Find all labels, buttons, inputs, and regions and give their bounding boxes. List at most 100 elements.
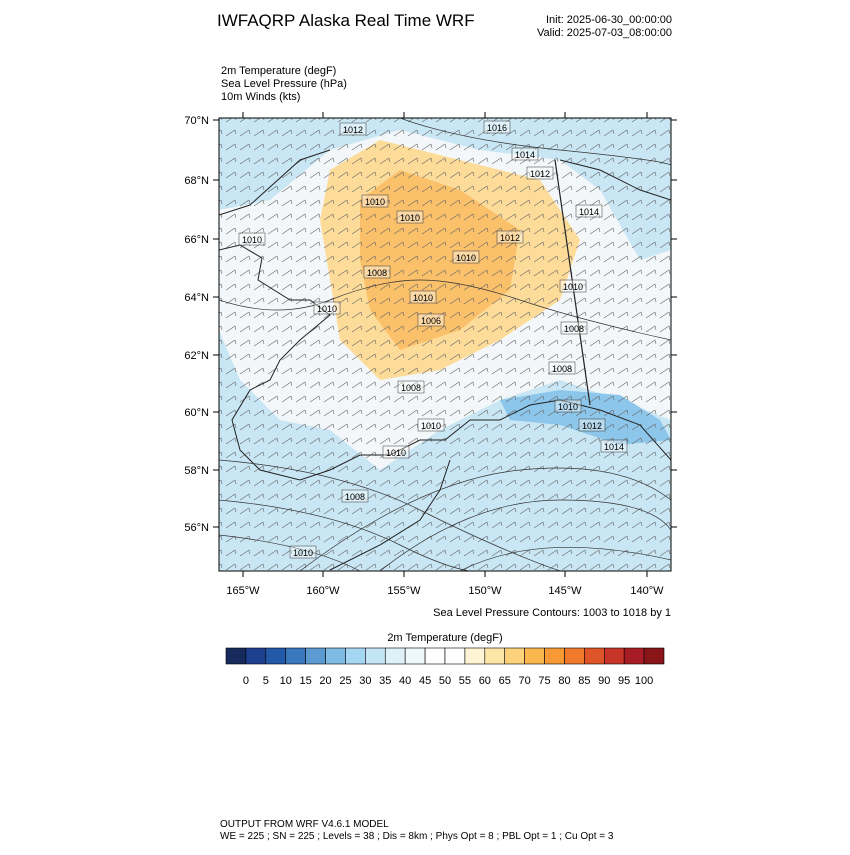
- map: [219, 118, 671, 571]
- colorbar-label: 45: [419, 675, 431, 687]
- contour-label: 1012: [343, 125, 363, 135]
- contour-label-box: [559, 279, 587, 293]
- colorbar-swatch: [623, 647, 645, 665]
- colorbar-label: 25: [339, 675, 351, 687]
- colorbar-label: 80: [558, 675, 570, 687]
- field-label: 10m Winds (kts): [221, 91, 300, 103]
- contour-label: 1010: [421, 421, 441, 431]
- contour-label: 1010: [413, 293, 433, 303]
- lat-label: 56°N: [184, 522, 209, 534]
- colorbar-swatch: [325, 647, 346, 665]
- contour-label-box: [238, 232, 266, 246]
- colorbar-label: 95: [618, 675, 630, 687]
- contour-label-box: [363, 265, 391, 279]
- coastlines: [219, 149, 671, 571]
- colorbar-swatch: [305, 647, 326, 665]
- contour-label: 1014: [604, 442, 624, 452]
- colorbar-label: 90: [598, 675, 610, 687]
- lat-label: 68°N: [184, 175, 209, 187]
- map-frame: [218, 117, 672, 572]
- contour-label: 1014: [515, 150, 535, 160]
- contour-label-box: [511, 147, 539, 161]
- lat-label: 62°N: [184, 350, 209, 362]
- colorbar-label: 5: [263, 675, 269, 687]
- lon-label: 150°W: [468, 585, 502, 597]
- contour-label-box: [452, 250, 480, 264]
- contour-label: 1008: [401, 383, 421, 393]
- lon-label: 140°W: [630, 585, 664, 597]
- contour-label-box: [409, 290, 437, 304]
- colorbar-label: 40: [399, 675, 411, 687]
- lon-label: 155°W: [387, 585, 421, 597]
- contour-label-box: [397, 380, 425, 394]
- contour-label-box: [600, 439, 628, 453]
- colorbar-label: 60: [479, 675, 491, 687]
- contour-label: 1008: [552, 364, 572, 374]
- colorbar-swatch: [245, 647, 267, 665]
- lon-label: 160°W: [306, 585, 340, 597]
- colorbar-swatch: [544, 647, 565, 665]
- contour-label: 1010: [558, 402, 578, 412]
- colorbar-swatch: [464, 647, 486, 665]
- contour-label: 1012: [500, 233, 520, 243]
- contour-label: 1010: [365, 197, 385, 207]
- colorbar-label: 0: [243, 675, 249, 687]
- lat-label: 60°N: [184, 407, 209, 419]
- contour-label-box: [483, 120, 511, 134]
- contour-label: 1006: [421, 316, 441, 326]
- colorbar-swatch: [444, 647, 466, 665]
- colorbar-swatch: [504, 647, 525, 665]
- colorbar-swatch: [424, 647, 446, 665]
- colorbar-label: 85: [578, 675, 590, 687]
- valid-time: Valid: 2025-07-03_08:00:00: [537, 27, 672, 39]
- colorbar-swatch: [345, 647, 366, 665]
- lat-label: 66°N: [184, 234, 209, 246]
- contour-label-box: [382, 445, 410, 459]
- contour-label-box: [526, 166, 554, 180]
- contour-label: 1016: [487, 123, 507, 133]
- contour-label-box: [548, 361, 576, 375]
- colorbar-label: 35: [379, 675, 391, 687]
- contour-label-box: [339, 122, 367, 136]
- lat-label: 64°N: [184, 292, 209, 304]
- colorbar-title: 2m Temperature (degF): [387, 632, 502, 644]
- field-label: 2m Temperature (degF): [221, 65, 336, 77]
- contour-label: 1008: [367, 268, 387, 278]
- colorbar-swatch: [384, 647, 406, 665]
- contour-label: 1010: [317, 304, 337, 314]
- wind-barbs: [219, 118, 671, 571]
- contour-label-box: [578, 418, 606, 432]
- contour-label: 1010: [400, 213, 420, 223]
- contour-label-box: [417, 418, 445, 432]
- colorbar-label: 100: [635, 675, 653, 687]
- colorbar-label: 65: [499, 675, 511, 687]
- colorbar-swatch: [524, 647, 545, 665]
- contour-label-box: [396, 210, 424, 224]
- contour-label-box: [560, 321, 588, 335]
- contour-label: 1012: [530, 169, 550, 179]
- lon-label: 165°W: [226, 585, 260, 597]
- title: IWFAQRP Alaska Real Time WRF: [217, 11, 475, 30]
- colorbar-swatch: [564, 647, 585, 665]
- colorbar-swatch: [584, 647, 605, 665]
- colorbar-label: 55: [459, 675, 471, 687]
- colorbar-label: 30: [359, 675, 371, 687]
- footer-settings: WE = 225 ; SN = 225 ; Levels = 38 ; Dis …: [220, 831, 614, 842]
- colorbar-label: 20: [319, 675, 331, 687]
- contour-label-box: [554, 399, 582, 413]
- colorbar-swatch: [365, 647, 386, 665]
- contour-label: 1008: [345, 492, 365, 502]
- contour-label: 1010: [293, 548, 313, 558]
- colorbar-swatch: [225, 647, 247, 665]
- colorbar-label: 50: [439, 675, 451, 687]
- contour-label: 1010: [563, 282, 583, 292]
- contour-label-box: [417, 313, 445, 327]
- init-time: Init: 2025-06-30_00:00:00: [546, 14, 672, 26]
- contour-label-box: [289, 545, 317, 559]
- contour-label: 1012: [582, 421, 602, 431]
- contour-label: 1010: [242, 235, 262, 245]
- isobars: [219, 118, 671, 571]
- lon-label: 145°W: [548, 585, 582, 597]
- colorbar-swatch: [265, 647, 287, 665]
